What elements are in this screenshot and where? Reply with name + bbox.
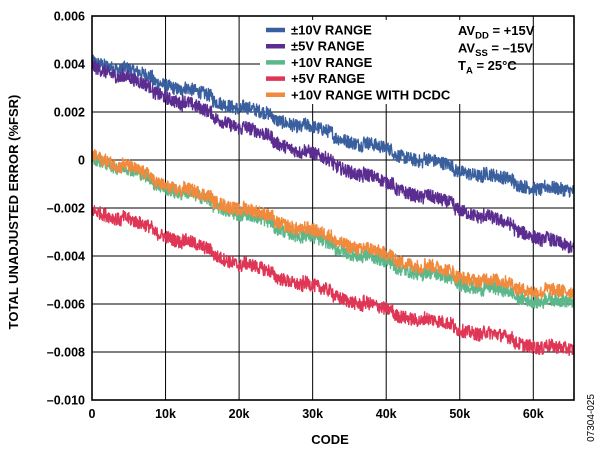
legend: ±10V RANGE±5V RANGE+10V RANGE+5V RANGE+1… — [260, 20, 510, 104]
series-line — [91, 148, 575, 300]
x-tick-label: 50k — [449, 407, 470, 421]
legend-background — [260, 20, 510, 104]
y-tick-label: 0.004 — [54, 58, 85, 72]
legend-label: +5V RANGE — [291, 71, 365, 86]
series-line — [91, 60, 575, 254]
x-tick-label: 10k — [155, 407, 176, 421]
series-line — [91, 54, 575, 198]
x-axis-ticks: 0 10k 20k 30k 40k 50k 60k — [89, 407, 544, 421]
legend-label: +10V RANGE WITH DCDC — [291, 87, 451, 102]
y-tick-label: 0.002 — [54, 106, 85, 120]
condition-line: TA = 25°C — [458, 58, 517, 77]
x-tick-label: 30k — [302, 407, 323, 421]
plot-frame — [91, 15, 575, 401]
y-tick-label: –0.006 — [47, 298, 85, 312]
x-tick-label: 60k — [523, 407, 544, 421]
x-tick-label: 0 — [89, 407, 96, 421]
y-tick-label: –0.002 — [47, 202, 85, 216]
y-axis-ticks: 0.006 0.004 0.002 0 –0.002 –0.004 –0.006 –0.008… — [47, 10, 85, 408]
legend-label: +10V RANGE — [291, 55, 373, 70]
y-tick-label: –0.010 — [47, 394, 85, 408]
x-axis-title: CODE — [311, 432, 349, 447]
condition-line: AVSS = –15V — [458, 41, 533, 60]
x-tick-label: 20k — [229, 407, 250, 421]
y-tick-label: –0.008 — [47, 346, 85, 360]
y-tick-label: 0 — [78, 154, 85, 168]
y-axis-title: TOTAL UNADJUSTED ERROR (%FSR) — [6, 95, 21, 330]
x-tick-label: 40k — [376, 407, 397, 421]
y-tick-label: 0.006 — [54, 10, 85, 24]
series-line — [91, 205, 575, 357]
legend-label: ±10V RANGE — [291, 23, 372, 38]
legend-label: ±5V RANGE — [291, 39, 365, 54]
series-layer — [91, 54, 575, 357]
condition-line: AVDD = +15V — [458, 23, 535, 42]
figure-id: 07304-025 — [586, 394, 597, 442]
y-tick-label: –0.004 — [47, 250, 85, 264]
